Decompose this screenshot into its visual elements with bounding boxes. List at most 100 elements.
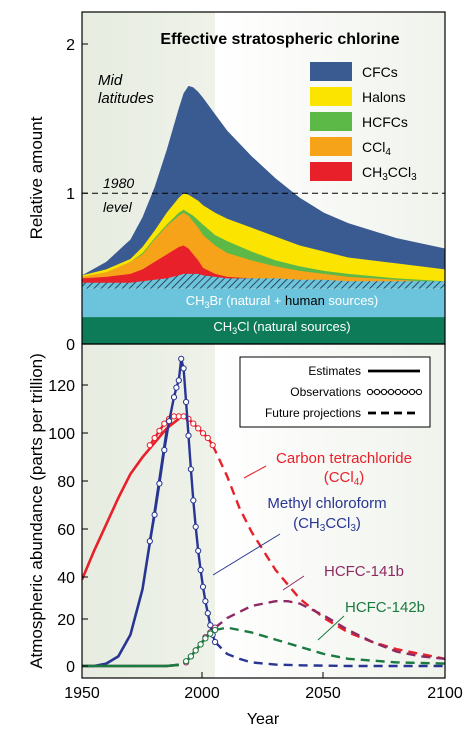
label-hcfc141b: HCFC-141b bbox=[324, 563, 404, 580]
observation-point-ch3ccl3 bbox=[197, 566, 204, 574]
observation-point-ch3ccl3 bbox=[185, 432, 192, 439]
observation-point-ch3ccl3 bbox=[166, 418, 173, 425]
legend-swatch-halons bbox=[310, 87, 352, 106]
legend-observations-label: Observations bbox=[290, 385, 361, 399]
legend-obs-marker bbox=[415, 388, 423, 396]
observation-point-ch3ccl3 bbox=[204, 610, 211, 617]
projection-line-hcfc141b bbox=[214, 600, 445, 660]
observation-point-ch3ccl3 bbox=[180, 365, 187, 372]
observation-point-ch3ccl3 bbox=[161, 446, 168, 454]
legend-label-ch3ccl3: CH3CCl3 bbox=[362, 164, 417, 183]
legend-future-label: Future projections bbox=[265, 406, 361, 420]
mid-latitudes-line1: Mid bbox=[98, 72, 123, 89]
observation-point-ch3ccl3 bbox=[190, 497, 197, 504]
mid-latitudes-line2: latitudes bbox=[98, 90, 154, 107]
observation-point-ccl4 bbox=[180, 413, 187, 420]
abundance-lines bbox=[82, 355, 445, 668]
area-ch3br bbox=[82, 288, 445, 318]
legend-obs-marker bbox=[387, 388, 395, 396]
observation-point-ch3ccl3 bbox=[202, 598, 209, 605]
top-y-axis-label: Relative amount bbox=[27, 116, 46, 239]
legend-swatch-ccl4 bbox=[310, 137, 352, 156]
projection-line-hcfc142b bbox=[214, 626, 445, 665]
leader-ch3ccl3 bbox=[212, 533, 281, 576]
observation-point-ch3ccl3 bbox=[170, 394, 178, 401]
xtick-label-2000: 2000 bbox=[184, 685, 220, 702]
leader-hcfc141b bbox=[282, 575, 305, 591]
ytick-label-80: 80 bbox=[57, 474, 75, 491]
observation-point-ch3ccl3 bbox=[199, 583, 207, 590]
xtick-label-2100: 2100 bbox=[427, 685, 463, 702]
ytick-label-0: 0 bbox=[66, 659, 75, 676]
ytick-label-120: 120 bbox=[48, 378, 75, 395]
bottom-panel-frame bbox=[81, 343, 446, 679]
observation-point-ch3ccl3 bbox=[207, 622, 214, 629]
level-1980-label-line2: level bbox=[103, 199, 133, 215]
estimate-line-ccl4 bbox=[82, 417, 180, 581]
bottom-y-axis-label: Atmospheric abundance (parts per trillio… bbox=[27, 353, 46, 669]
observation-point-ccl4 bbox=[151, 434, 158, 442]
observation-point-ch3ccl3 bbox=[212, 638, 219, 646]
ytick-label-60: 60 bbox=[57, 522, 75, 539]
level-1980-label-line1: 1980 bbox=[103, 175, 134, 191]
leader-ccl4 bbox=[243, 465, 267, 479]
x-axis-label: Year bbox=[247, 711, 280, 728]
area-ch3br-human-hatch bbox=[82, 273, 445, 289]
top-ytick-label-2: 2 bbox=[66, 37, 75, 54]
label-ch3ccl3-line2: (CH3CCl3) bbox=[293, 515, 361, 534]
observation-point-ch3ccl3 bbox=[146, 538, 153, 545]
legend-estimates-label: Estimates bbox=[308, 364, 361, 378]
legend-swatch-hcfcs bbox=[310, 112, 352, 131]
legend-obs-marker bbox=[394, 388, 402, 396]
legend-obs-marker bbox=[373, 388, 381, 396]
observation-point-ch3ccl3 bbox=[187, 466, 194, 473]
ytick-label-100: 100 bbox=[48, 426, 75, 443]
observation-point-hcfc142b bbox=[187, 653, 194, 660]
ch3cl-band-label: CH3Cl (natural sources) bbox=[213, 319, 350, 336]
observation-point-ch3ccl3 bbox=[156, 480, 163, 487]
bottom-y-ticks: 120 100 80 60 40 20 0 bbox=[48, 378, 88, 676]
label-ch3ccl3-line1: Methyl chloroform bbox=[267, 495, 386, 512]
observation-point-ch3ccl3 bbox=[183, 398, 190, 406]
bottom-panel-bg-left bbox=[82, 344, 215, 678]
ytick-label-40: 40 bbox=[57, 570, 75, 587]
projection-line-ccl4 bbox=[211, 444, 445, 660]
observation-point-ccl4 bbox=[156, 427, 163, 434]
observation-point-ch3ccl3 bbox=[173, 384, 180, 391]
observation-point-hcfc142b bbox=[207, 630, 214, 637]
legend-observations-sample bbox=[366, 388, 423, 396]
observation-point-ch3ccl3 bbox=[178, 355, 185, 362]
projection-line-ch3ccl3 bbox=[214, 641, 445, 668]
ytick-label-20: 20 bbox=[57, 612, 75, 629]
observation-point-ccl4 bbox=[161, 420, 168, 427]
observation-point-hcfc142b bbox=[183, 658, 190, 665]
observation-point-hcfc142b bbox=[202, 635, 209, 642]
observation-point-ccl4 bbox=[209, 442, 216, 449]
observation-point-hcfc142b bbox=[192, 647, 199, 654]
legend-label-hcfcs: HCFCs bbox=[362, 114, 408, 130]
top-ytick-label-1: 1 bbox=[66, 186, 75, 203]
legend-obs-marker bbox=[380, 388, 388, 396]
area-ch3cl bbox=[82, 317, 445, 344]
chlorine-stacked-areas bbox=[82, 85, 445, 344]
observation-point-ch3ccl3 bbox=[151, 511, 158, 518]
top-ytick-label-0: 0 bbox=[66, 337, 75, 354]
label-ccl4-line1: Carbon tetrachloride bbox=[276, 450, 412, 467]
observation-point-hcfc142b bbox=[212, 626, 219, 634]
bottom-legend: Estimates Observations Future projection… bbox=[239, 356, 431, 428]
top-chart-title: Effective stratospheric chlorine bbox=[160, 31, 399, 48]
observation-point-ch3ccl3 bbox=[175, 377, 182, 384]
observation-point-ccl4 bbox=[190, 420, 197, 427]
observation-point-ccl4 bbox=[199, 430, 207, 437]
bottom-x-ticks: 1950 2000 2050 2100 bbox=[64, 672, 463, 702]
top-y-ticks: 2 1 0 bbox=[66, 37, 88, 354]
legend-swatch-cfcs bbox=[310, 62, 352, 81]
ch3br-band-label: CH3Br (natural + human sources) bbox=[186, 293, 379, 310]
observation-point-ccl4 bbox=[204, 434, 211, 442]
legend-label-halons: Halons bbox=[362, 89, 406, 105]
observation-point-ccl4 bbox=[146, 442, 153, 449]
area-ch3ccl3 bbox=[82, 245, 445, 286]
observation-point-ch3ccl3 bbox=[192, 523, 199, 530]
top-legend: CFCs Halons HCFCs CCl4 CH3CCl3 bbox=[310, 62, 417, 183]
